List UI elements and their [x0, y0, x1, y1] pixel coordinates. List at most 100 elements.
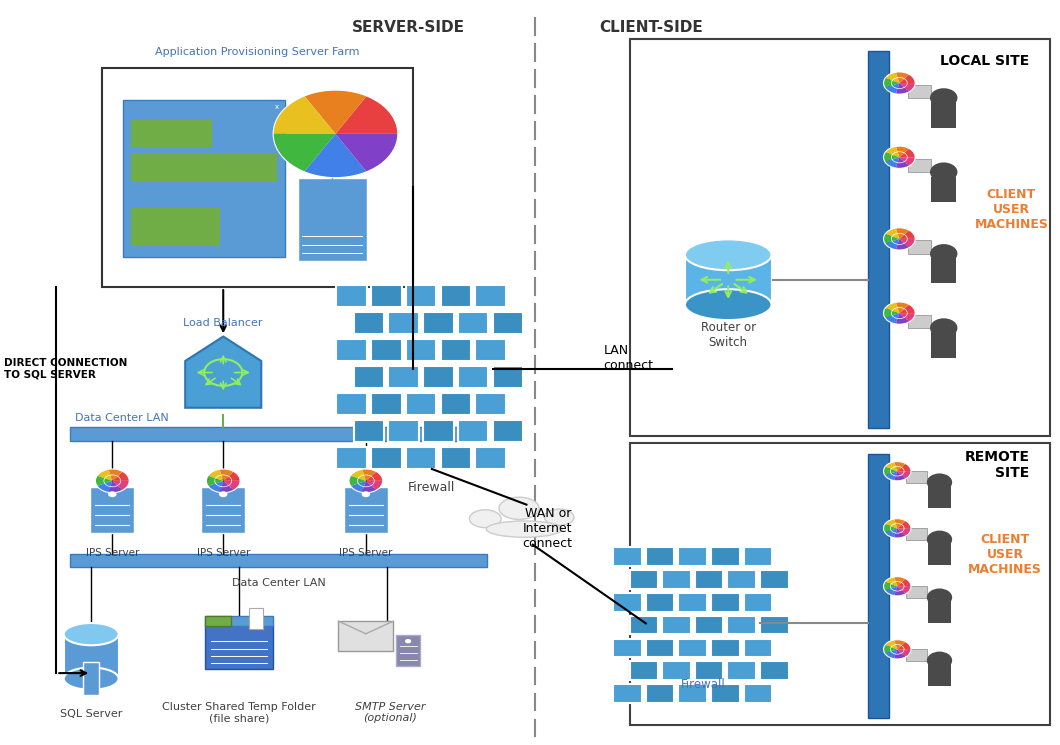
- Bar: [646, 548, 674, 566]
- Ellipse shape: [64, 668, 119, 690]
- Bar: [389, 419, 419, 442]
- Wedge shape: [885, 650, 897, 659]
- Text: CLIENT
USER
MACHINES: CLIENT USER MACHINES: [974, 188, 1048, 231]
- Bar: [928, 601, 951, 624]
- Wedge shape: [208, 469, 224, 481]
- Ellipse shape: [685, 289, 772, 320]
- Bar: [371, 285, 402, 307]
- Bar: [343, 486, 388, 533]
- Wedge shape: [366, 472, 383, 481]
- Wedge shape: [883, 308, 899, 318]
- Wedge shape: [112, 472, 129, 481]
- Text: DIRECT CONNECTION
TO SQL SERVER: DIRECT CONNECTION TO SQL SERVER: [3, 358, 127, 380]
- Bar: [662, 662, 691, 680]
- Bar: [475, 285, 506, 307]
- Wedge shape: [899, 230, 915, 239]
- Bar: [336, 447, 367, 469]
- Bar: [70, 428, 477, 441]
- Bar: [614, 593, 642, 612]
- Bar: [907, 159, 931, 172]
- Circle shape: [926, 530, 952, 548]
- Wedge shape: [351, 481, 366, 492]
- Bar: [441, 339, 471, 361]
- Wedge shape: [885, 83, 899, 94]
- Bar: [662, 615, 691, 635]
- Bar: [64, 634, 119, 679]
- Wedge shape: [108, 469, 123, 481]
- Wedge shape: [363, 481, 376, 492]
- Bar: [727, 570, 756, 589]
- Bar: [614, 684, 642, 703]
- Text: IPS Server: IPS Server: [86, 548, 139, 558]
- Wedge shape: [885, 519, 897, 528]
- Bar: [646, 543, 760, 703]
- Bar: [371, 393, 402, 415]
- Text: SMTP Server
(optional): SMTP Server (optional): [355, 702, 425, 723]
- Wedge shape: [95, 476, 112, 486]
- Ellipse shape: [685, 239, 772, 270]
- Text: SQL Server: SQL Server: [60, 709, 122, 719]
- Bar: [868, 454, 888, 717]
- Wedge shape: [219, 469, 234, 481]
- Bar: [475, 339, 506, 361]
- Bar: [493, 311, 524, 334]
- Wedge shape: [896, 313, 909, 324]
- Bar: [646, 638, 674, 657]
- Text: Firewall: Firewall: [681, 678, 725, 691]
- Bar: [131, 118, 212, 147]
- Bar: [201, 486, 246, 533]
- Wedge shape: [98, 481, 112, 492]
- Bar: [928, 486, 951, 508]
- Wedge shape: [895, 640, 906, 650]
- Wedge shape: [885, 472, 897, 481]
- Wedge shape: [899, 157, 915, 166]
- Wedge shape: [895, 462, 906, 472]
- Wedge shape: [366, 481, 383, 490]
- Bar: [205, 625, 273, 670]
- Bar: [371, 339, 402, 361]
- Wedge shape: [883, 78, 899, 88]
- Text: IPS Server: IPS Server: [196, 548, 250, 558]
- Bar: [406, 393, 437, 415]
- Bar: [678, 548, 707, 566]
- Wedge shape: [885, 239, 899, 250]
- Ellipse shape: [499, 497, 540, 519]
- Wedge shape: [895, 472, 906, 481]
- Bar: [744, 593, 773, 612]
- Wedge shape: [224, 481, 241, 490]
- Text: · · · · ·: · · · · ·: [207, 475, 240, 485]
- Circle shape: [926, 473, 952, 491]
- Bar: [205, 616, 231, 627]
- Wedge shape: [895, 577, 906, 586]
- Wedge shape: [885, 462, 897, 472]
- Wedge shape: [896, 157, 909, 168]
- Wedge shape: [885, 157, 899, 168]
- Bar: [371, 279, 493, 469]
- Wedge shape: [895, 586, 906, 596]
- Wedge shape: [885, 147, 899, 157]
- Bar: [83, 662, 99, 695]
- Bar: [662, 570, 691, 589]
- Wedge shape: [899, 74, 915, 83]
- Wedge shape: [899, 148, 915, 157]
- Bar: [760, 570, 789, 589]
- Bar: [905, 586, 926, 598]
- Wedge shape: [883, 582, 897, 591]
- Bar: [685, 255, 772, 305]
- Bar: [646, 684, 674, 703]
- Bar: [646, 593, 674, 612]
- Circle shape: [930, 162, 957, 182]
- Wedge shape: [885, 586, 897, 596]
- Bar: [694, 570, 723, 589]
- Wedge shape: [883, 234, 899, 244]
- Wedge shape: [897, 579, 911, 586]
- Bar: [423, 419, 454, 442]
- Bar: [931, 259, 956, 283]
- Circle shape: [930, 244, 957, 264]
- Bar: [744, 684, 773, 703]
- Circle shape: [926, 589, 952, 606]
- Wedge shape: [219, 481, 234, 492]
- Text: Firewall: Firewall: [408, 481, 456, 494]
- Text: x: x: [275, 104, 279, 110]
- Bar: [458, 311, 489, 334]
